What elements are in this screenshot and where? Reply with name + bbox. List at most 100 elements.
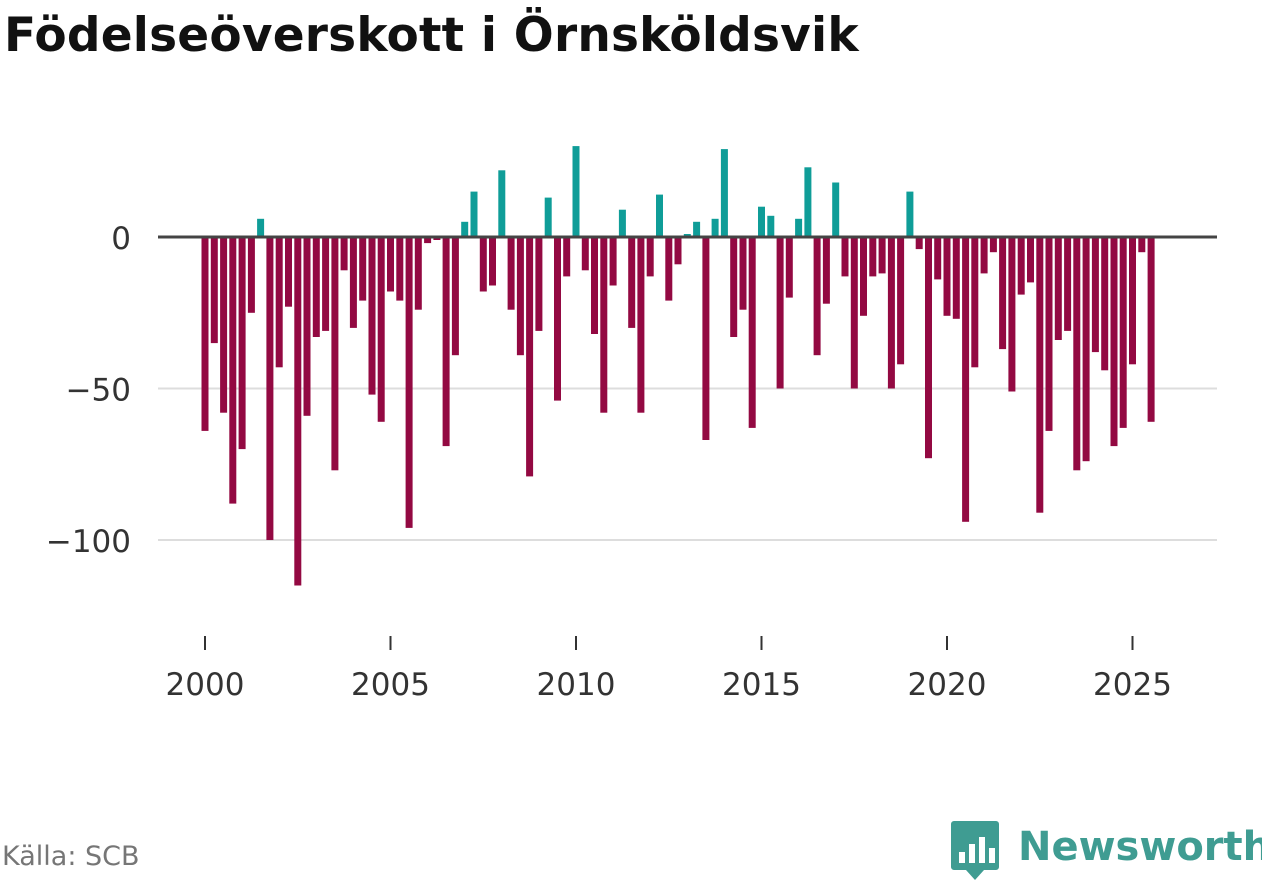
bar (220, 237, 228, 413)
bar (1101, 237, 1109, 371)
bar (581, 237, 589, 271)
bar (1064, 237, 1072, 331)
axes: 0 −50 −100 2000 2005 2010 2015 2020 2025 (46, 221, 1217, 703)
bar (674, 237, 682, 265)
bar (1054, 237, 1062, 340)
bar (349, 237, 357, 328)
brand-logo: Newsworthy (950, 818, 1262, 882)
bar (850, 237, 858, 389)
bar (322, 237, 330, 331)
bar (257, 218, 265, 237)
bar (1073, 237, 1081, 471)
bar (554, 237, 561, 401)
bar (294, 237, 302, 586)
bar (1045, 237, 1053, 431)
bar (1036, 237, 1044, 513)
x-tick-label: 2025 (1093, 667, 1172, 703)
y-tick-label: 0 (111, 221, 131, 257)
bar (609, 237, 617, 286)
bar (247, 237, 255, 313)
bar (479, 237, 487, 292)
bar (665, 237, 673, 301)
bar (591, 237, 598, 334)
bar (210, 237, 218, 344)
bar (442, 237, 450, 447)
bar (331, 237, 339, 471)
bar (572, 146, 580, 237)
bar (461, 221, 469, 237)
bar (795, 218, 803, 237)
x-tick-label: 2005 (351, 667, 430, 703)
bar (776, 237, 784, 389)
bar (693, 221, 701, 237)
newsworthy-chart-icon (951, 821, 999, 880)
bar (600, 237, 608, 413)
bar (934, 237, 942, 280)
bar (1110, 237, 1118, 447)
bar (730, 237, 738, 337)
x-tick-label: 2015 (722, 667, 801, 703)
bar (489, 237, 496, 286)
bar (897, 237, 905, 365)
bar (285, 237, 292, 307)
bar (618, 209, 626, 237)
x-tick-label: 2020 (908, 667, 987, 703)
bar (1147, 237, 1155, 422)
x-tick-label: 2000 (166, 667, 245, 703)
bar (396, 237, 404, 301)
bar (999, 237, 1007, 350)
bar (702, 237, 710, 440)
bar (507, 237, 515, 310)
bar (739, 237, 747, 310)
bar (303, 237, 311, 416)
bar (1138, 237, 1146, 253)
bar (804, 167, 812, 237)
y-tick-label: −50 (66, 373, 131, 409)
x-tick-label: 2010 (537, 667, 616, 703)
bar (544, 197, 552, 237)
bar (1082, 237, 1090, 462)
bar (535, 237, 543, 331)
bar (822, 237, 830, 304)
bar (860, 237, 867, 316)
bar (1129, 237, 1136, 365)
bar (451, 237, 459, 356)
bar (516, 237, 524, 356)
bar (628, 237, 636, 328)
bar (266, 237, 274, 540)
bar (424, 237, 432, 244)
bar (1027, 237, 1034, 283)
bar (229, 237, 237, 504)
bar (359, 237, 367, 301)
bar (526, 237, 534, 477)
bar (887, 237, 895, 389)
bar (943, 237, 951, 316)
bar (368, 237, 376, 395)
bar (1008, 237, 1016, 392)
bar (1119, 237, 1127, 428)
gridlines (158, 387, 1217, 541)
bar (340, 237, 348, 271)
bar (841, 237, 849, 277)
bar (720, 149, 728, 237)
bar (989, 237, 997, 253)
bar (387, 237, 394, 292)
bar (1091, 237, 1099, 353)
bars (201, 146, 1155, 586)
bar (201, 237, 209, 431)
bar (906, 191, 914, 237)
bar (312, 237, 320, 337)
bar (832, 182, 840, 237)
bar (377, 237, 385, 422)
bar (238, 237, 246, 450)
bar (952, 237, 960, 319)
bar (656, 194, 663, 237)
bar (878, 237, 886, 274)
bar (470, 191, 478, 237)
source-label: Källa: SCB (2, 841, 140, 872)
bar (414, 237, 422, 310)
bar (748, 237, 756, 428)
bar (962, 237, 970, 522)
bar (563, 237, 571, 277)
bar (869, 237, 877, 277)
